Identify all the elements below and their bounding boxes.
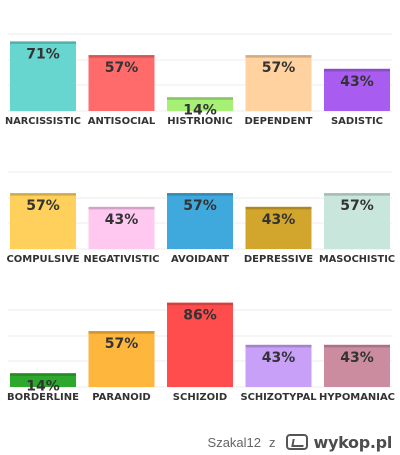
value-label: 43% (340, 350, 374, 366)
bar-top-edge (10, 373, 76, 376)
bar-top-edge (10, 41, 76, 44)
chart-panel-2: 57% COMPULSIVE 43% NEGATIVISTIC 57% AVOIDANT 4… (6, 171, 395, 265)
bar-dependent: 57% (245, 55, 312, 111)
bar-top-edge (167, 97, 233, 100)
value-label: 57% (262, 60, 296, 76)
bar-rect (324, 344, 390, 387)
value-label: 57% (26, 198, 60, 214)
category-label: COMPULSIVE (6, 254, 79, 265)
wykop-logo-icon (285, 434, 308, 450)
category-label: AVOIDANT (171, 254, 229, 265)
value-label: 14% (26, 378, 60, 394)
chart-panel-1: 71% NARCISSISTIC 57% ANTISOCIAL 14%HISTRIONI… (5, 33, 392, 127)
bar-rect (324, 193, 390, 249)
category-label: BORDERLINE (7, 392, 79, 403)
bar-borderline: 14% (10, 373, 76, 394)
bar-top-edge (324, 344, 390, 348)
bar-sadistic: 43% (324, 68, 390, 111)
footer-separator: z (269, 434, 276, 450)
bar-schizotypal: 43% (245, 344, 312, 387)
bar-rect (245, 55, 312, 111)
category-label: MASOCHISTIC (319, 254, 395, 265)
value-label: 86% (183, 308, 217, 324)
footer-brand[interactable]: wykop.pl (313, 432, 393, 452)
category-label: NEGATIVISTIC (84, 254, 160, 265)
value-label: 57% (105, 336, 139, 352)
bar-top-edge (324, 68, 390, 72)
category-label: HISTRIONIC (167, 116, 232, 127)
bar-hypomaniac: 43% (324, 344, 390, 387)
category-label: SCHIZOTYPAL (241, 392, 318, 403)
chart-panel-3: 14%BORDERLINE 57% PARANOID 86% SCHIZOID 43% SC… (7, 302, 395, 403)
bar-rect (88, 331, 155, 387)
bar-depressive: 43% (245, 206, 312, 249)
footer-username[interactable]: Szakal12 (207, 434, 262, 450)
bar-rect (88, 206, 155, 249)
value-label: 43% (262, 350, 296, 366)
bar-rect (167, 97, 233, 111)
value-label: 14% (183, 102, 217, 118)
bar-rect (88, 55, 155, 111)
bar-compulsive: 57% (10, 193, 76, 249)
category-label: DEPENDENT (245, 116, 313, 127)
category-label: PARANOID (92, 392, 150, 403)
bar-rect (10, 193, 76, 249)
bar-top-edge (324, 193, 390, 196)
category-label: HYPOMANIAC (319, 392, 395, 403)
footer: Szakal12 z wykop.pl (207, 432, 393, 452)
bar-rect (167, 302, 233, 387)
bar-rect (245, 206, 312, 249)
bar-negativistic: 43% (88, 206, 155, 249)
bar-top-edge (167, 302, 233, 306)
bar-paranoid: 57% (88, 331, 155, 387)
bar-rect (10, 373, 76, 387)
bar-rect (10, 41, 76, 111)
value-label: 57% (183, 198, 217, 214)
bar-histrionic: 14% (167, 97, 233, 118)
bar-rect (324, 68, 390, 111)
bar-top-edge (167, 193, 233, 196)
bar-masochistic: 57% (324, 193, 390, 249)
bar-narcissistic: 71% (10, 41, 76, 111)
bar-top-edge (245, 55, 312, 58)
category-label: DEPRESSIVE (244, 254, 313, 265)
bar-top-edge (10, 193, 76, 196)
bar-top-edge (88, 55, 155, 58)
category-label: SADISTIC (331, 116, 383, 127)
value-label: 57% (340, 198, 374, 214)
bar-schizoid: 86% (167, 302, 233, 387)
bar-top-edge (245, 206, 312, 210)
value-label: 43% (262, 212, 296, 228)
value-label: 57% (105, 60, 139, 76)
category-label: ANTISOCIAL (88, 116, 156, 127)
bar-top-edge (88, 331, 155, 334)
category-label: SCHIZOID (173, 392, 227, 403)
bar-rect (167, 193, 233, 249)
value-label: 43% (340, 74, 374, 90)
bar-avoidant: 57% (167, 193, 233, 249)
bar-top-edge (88, 206, 155, 210)
value-label: 43% (105, 212, 139, 228)
category-label: NARCISSISTIC (5, 116, 81, 127)
bar-top-edge (245, 344, 312, 348)
bar-rect (245, 344, 312, 387)
bar-antisocial: 57% (88, 55, 155, 111)
value-label: 71% (26, 46, 60, 62)
